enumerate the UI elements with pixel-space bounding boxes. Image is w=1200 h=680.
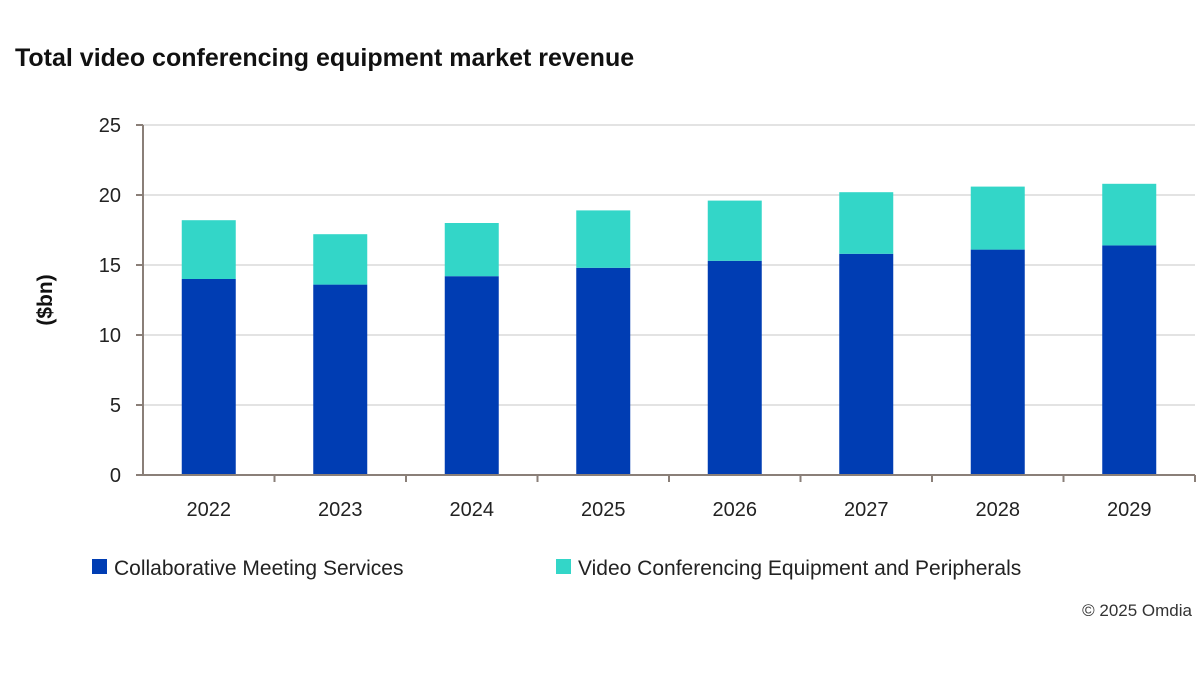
legend-label: Collaborative Meeting Services [114, 557, 403, 580]
y-tick-label: 10 [99, 325, 121, 347]
bar-segment-collaborative-meeting-services [1102, 245, 1157, 475]
bar-segment-collaborative-meeting-services [313, 284, 368, 475]
bar-segment-video-conferencing-equipment [576, 210, 631, 268]
x-tick-label: 2028 [976, 499, 1021, 521]
y-tick-label: 25 [99, 115, 121, 137]
bar-segment-video-conferencing-equipment [313, 234, 368, 285]
bar-segment-video-conferencing-equipment [707, 200, 762, 261]
y-tick-label: 0 [110, 465, 121, 487]
x-tick-label: 2029 [1107, 499, 1152, 521]
bar-segment-video-conferencing-equipment [1102, 183, 1157, 246]
bar-segment-collaborative-meeting-services [576, 267, 631, 475]
x-tick-label: 2023 [318, 499, 363, 521]
chart-title: Total video conferencing equipment marke… [15, 44, 634, 72]
y-tick-label: 20 [99, 185, 121, 207]
bar-segment-video-conferencing-equipment [444, 223, 499, 277]
bar-segment-video-conferencing-equipment [181, 220, 236, 279]
bar-segment-collaborative-meeting-services [970, 249, 1025, 475]
y-tick-label: 5 [110, 395, 121, 417]
x-tick-label: 2024 [450, 499, 495, 521]
bar-segment-collaborative-meeting-services [181, 279, 236, 475]
bar-segment-video-conferencing-equipment [839, 192, 894, 254]
bar-segment-collaborative-meeting-services [707, 260, 762, 475]
x-tick-label: 2027 [844, 499, 889, 521]
legend-swatch [556, 559, 571, 574]
y-tick-label: 15 [99, 255, 121, 277]
x-tick-label: 2022 [187, 499, 232, 521]
x-tick-label: 2026 [713, 499, 758, 521]
bar-segment-video-conferencing-equipment [970, 186, 1025, 250]
source-credit: © 2025 Omdia [1082, 601, 1192, 620]
legend-swatch [92, 559, 107, 574]
bar-segment-collaborative-meeting-services [444, 276, 499, 475]
bar-segment-collaborative-meeting-services [839, 253, 894, 475]
x-tick-label: 2025 [581, 499, 626, 521]
legend-label: Video Conferencing Equipment and Periphe… [578, 557, 1021, 580]
y-axis-label: ($bn) [34, 274, 57, 325]
